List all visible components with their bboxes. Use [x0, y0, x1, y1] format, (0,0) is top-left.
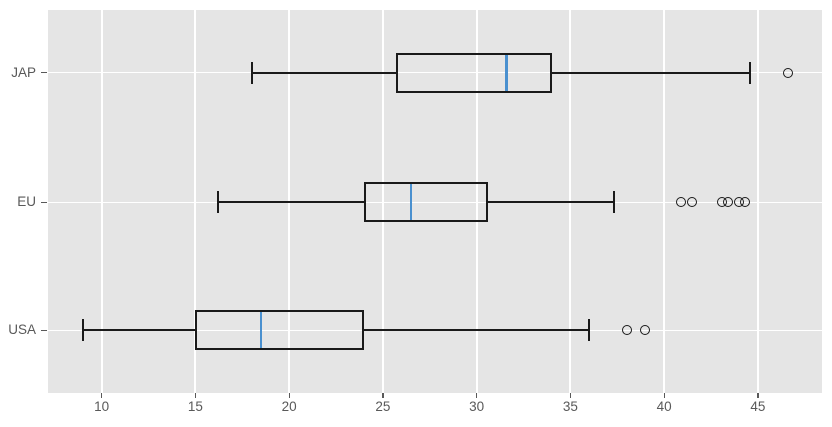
whisker-high-line — [551, 71, 751, 74]
iqr-box — [396, 52, 552, 93]
whisker-high-cap — [749, 61, 752, 84]
x-tick-mark — [101, 393, 103, 398]
y-tick-mark — [41, 72, 47, 74]
y-tick-label: EU — [17, 194, 36, 210]
x-tick-label: 40 — [656, 399, 672, 414]
y-tick-label: JAP — [11, 64, 36, 80]
x-tick-mark — [663, 393, 665, 398]
x-tick-label: 45 — [750, 399, 766, 414]
median-line — [505, 54, 508, 91]
x-tick-mark — [569, 393, 572, 398]
whisker-high-line — [364, 329, 590, 332]
gridline-horizontal — [48, 71, 822, 74]
gridline-vertical — [100, 10, 103, 393]
x-tick-mark — [476, 393, 478, 398]
whisker-low-line — [251, 71, 397, 74]
outlier-point — [676, 197, 687, 208]
x-tick-label: 15 — [187, 399, 203, 414]
outlier-point — [739, 197, 750, 208]
gridline-vertical — [381, 10, 384, 393]
whisker-high-cap — [588, 319, 591, 342]
x-tick-mark — [194, 393, 197, 398]
x-tick-mark — [757, 393, 759, 398]
whisker-high-cap — [612, 191, 615, 214]
gridline-vertical — [475, 10, 478, 393]
outlier-point — [687, 197, 698, 208]
x-tick-mark — [288, 393, 290, 398]
whisker-low-cap — [216, 191, 219, 214]
outlier-point — [722, 197, 733, 208]
x-tick-label: 10 — [94, 399, 110, 414]
x-tick-label: 25 — [375, 399, 391, 414]
gridline-vertical — [663, 10, 666, 393]
whisker-low-cap — [250, 61, 253, 84]
gridline-vertical — [756, 10, 759, 393]
median-line — [259, 312, 263, 349]
y-tick-label: USA — [8, 322, 36, 338]
median-line — [409, 184, 413, 221]
x-tick-mark — [382, 393, 384, 398]
outlier-point — [640, 325, 651, 336]
whisker-low-line — [82, 329, 196, 332]
plot-area — [48, 10, 822, 393]
whisker-high-line — [487, 201, 614, 204]
outlier-point — [782, 67, 793, 78]
gridline-horizontal — [48, 201, 822, 204]
iqr-box — [195, 310, 365, 351]
iqr-box — [364, 182, 488, 223]
x-tick-label: 35 — [562, 399, 578, 414]
y-tick-mark — [41, 329, 47, 332]
gridline-vertical — [194, 10, 197, 393]
whisker-low-line — [217, 201, 365, 204]
whisker-low-cap — [81, 319, 84, 342]
x-tick-label: 30 — [469, 399, 485, 414]
x-tick-label: 20 — [281, 399, 297, 414]
y-tick-mark — [41, 201, 47, 203]
outlier-point — [621, 325, 632, 336]
